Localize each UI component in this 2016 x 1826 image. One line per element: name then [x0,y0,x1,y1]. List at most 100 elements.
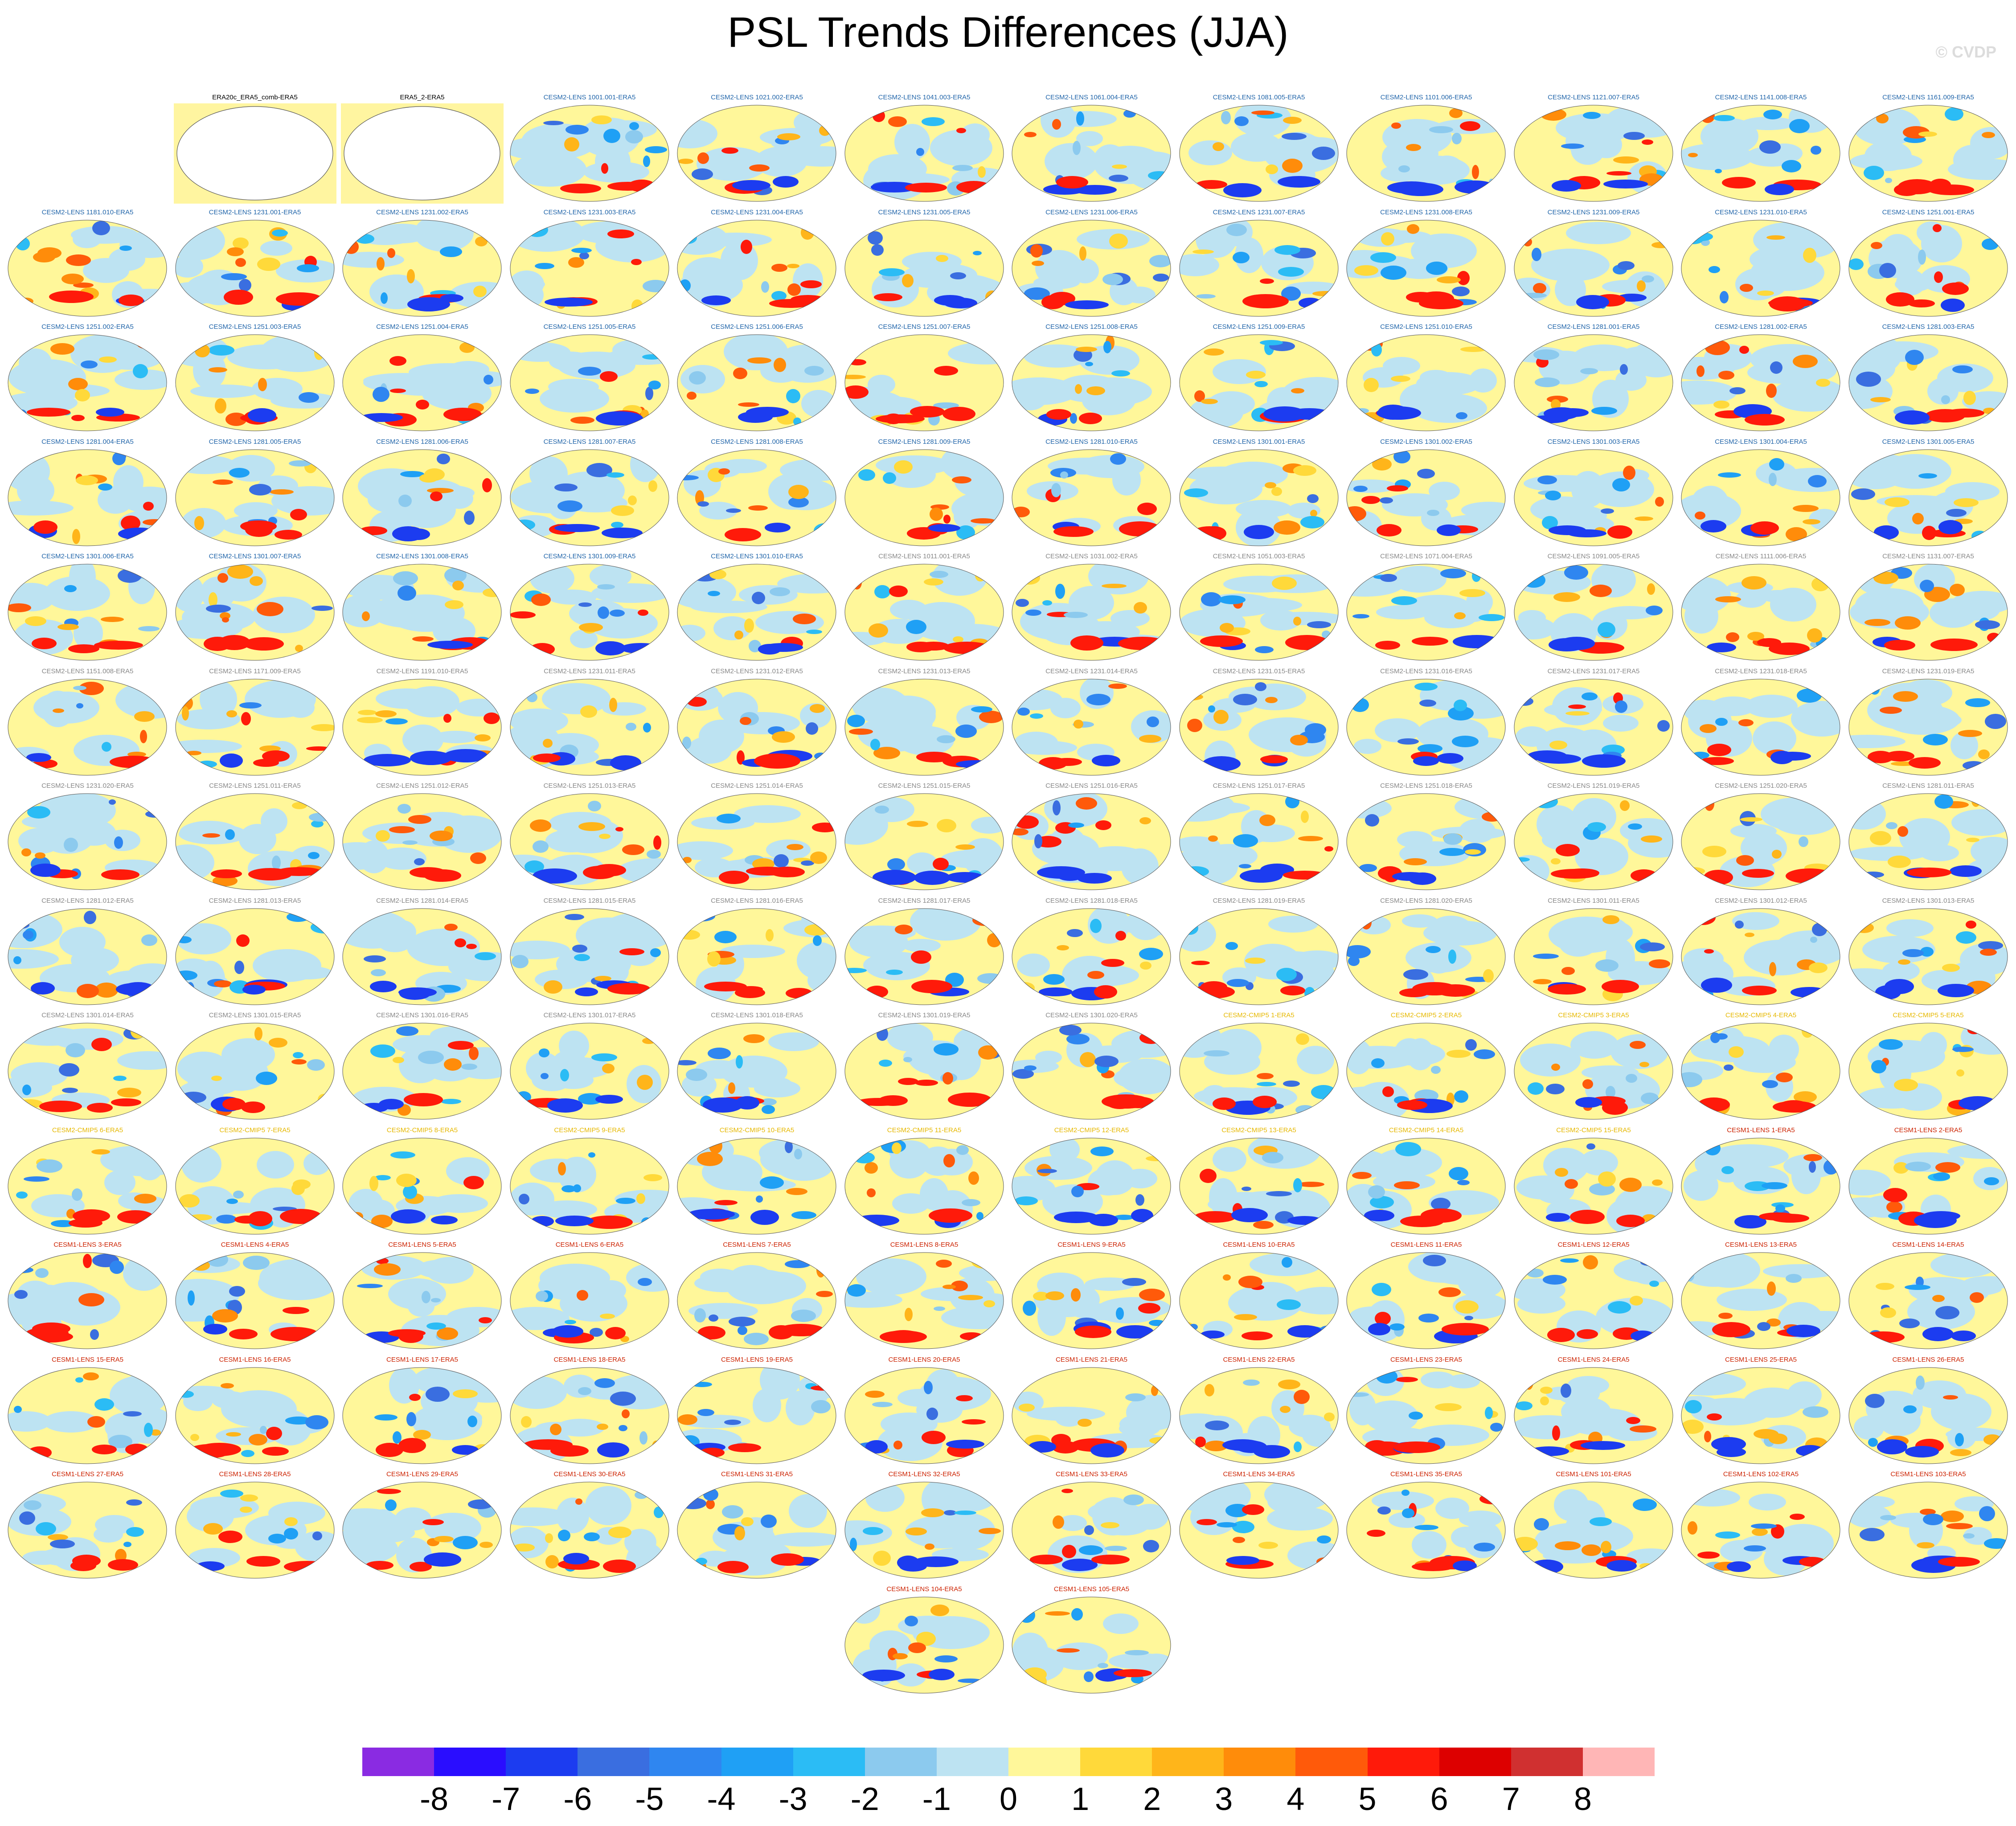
field-blob [889,585,908,597]
field-blob [370,1044,395,1058]
field-blob [274,529,302,540]
field-blob [398,1437,426,1453]
field-blob [847,1284,866,1297]
panel-grid: ERA20c_ERA5_comb-ERA5 ERA5_2-ERA5 CESM2-LE… [6,94,2008,1693]
field-blob [611,521,623,528]
field-blob [408,815,431,824]
field-blob [475,236,488,246]
field-blob [1435,1403,1462,1411]
colorbar-swatch [1080,1748,1152,1776]
field-blob [1311,147,1335,160]
field-blob [1225,942,1238,950]
field-blob [642,354,662,360]
field-blob [1736,855,1754,866]
field-blob [1887,856,1911,868]
map-plot [1179,908,1338,1005]
model-panel: CESM2-LENS 1281.001-ERA5 [1512,322,1675,437]
model-panel: CESM1-LENS 27-ERA5 [6,1470,169,1584]
field-blob [714,1200,738,1205]
model-panel: CESM2-LENS 1231.007-ERA5 [1178,208,1340,323]
field-blob [1854,922,1874,933]
field-blob [743,1034,765,1043]
field-blob [1533,1518,1549,1531]
field-blob [1053,526,1094,537]
field-blob [1897,826,1908,837]
field-blob [69,564,96,596]
model-panel: CESM2-LENS 1181.010-ERA5 [6,208,169,323]
model-panel: CESM2-LENS 1281.004-ERA5 [6,437,169,552]
field-blob [878,268,905,276]
map-globe-outline [1346,679,1506,775]
field-blob [1681,143,1754,170]
field-blob [636,1193,645,1204]
colorbar-swatch [1008,1748,1081,1776]
field-blob [31,982,55,995]
field-blob [1950,1331,1976,1341]
field-blob [66,254,91,266]
field-blob [1417,468,1435,479]
field-blob [1732,912,1779,930]
field-blob [370,980,397,992]
field-blob [1454,612,1466,619]
field-blob [1216,1522,1237,1527]
field-blob [104,1170,135,1195]
field-blob [677,625,705,642]
field-blob [1066,1034,1090,1044]
field-blob [1869,831,1891,845]
map-plot [510,1023,669,1120]
field-blob [1184,488,1208,497]
field-blob [1921,225,1962,262]
field-blob [271,229,288,237]
field-blob [190,385,259,398]
field-blob [1607,525,1632,539]
map-plot [1012,564,1171,661]
model-panel: CESM1-LENS 21-ERA5 [1010,1355,1173,1470]
field-blob [844,385,869,399]
field-blob [1586,1143,1595,1150]
field-blob [1523,475,1601,492]
field-blob [1613,156,1639,164]
field-blob [1025,687,1040,693]
field-blob [1808,475,1827,487]
field-blob [538,1048,549,1057]
field-blob [1871,1060,1886,1073]
field-blob [810,704,825,713]
field-blob [602,1064,615,1073]
map-globe-outline [175,908,334,1005]
field-blob [1623,132,1645,140]
field-blob [692,1381,712,1387]
panel-title: CESM2-LENS 1151.008-ERA5 [41,667,134,675]
field-blob [1794,1091,1817,1103]
field-blob [234,1215,260,1224]
field-blob [1547,983,1586,995]
field-blob [1283,1081,1300,1087]
field-blob [1963,1533,1975,1539]
field-blob [1766,235,1785,240]
map-globe-outline [1514,220,1673,316]
field-blob [868,623,888,638]
map-plot [1179,564,1338,661]
field-blob [607,229,634,238]
field-blob [1762,1080,1778,1088]
field-blob [1068,823,1084,828]
field-blob [1391,376,1410,382]
field-blob [1632,1498,1657,1511]
field-blob [1095,1160,1135,1195]
field-blob [203,637,231,651]
field-blob [1873,525,1899,540]
field-blob [8,603,31,612]
panel-title: CESM2-LENS 1071.004-ERA5 [1380,553,1472,560]
map-plot [1012,334,1171,431]
map-globe-outline [1681,1023,1840,1120]
field-blob [279,1208,322,1224]
field-blob [597,606,609,619]
field-blob [1448,949,1456,964]
map-plot [1012,679,1171,775]
map-globe-outline [1848,793,2008,890]
field-blob [1018,1607,1035,1623]
field-blob [76,475,98,485]
field-blob [1185,1101,1199,1114]
field-blob [1429,126,1453,133]
field-blob [1233,834,1258,847]
field-blob [791,295,825,304]
